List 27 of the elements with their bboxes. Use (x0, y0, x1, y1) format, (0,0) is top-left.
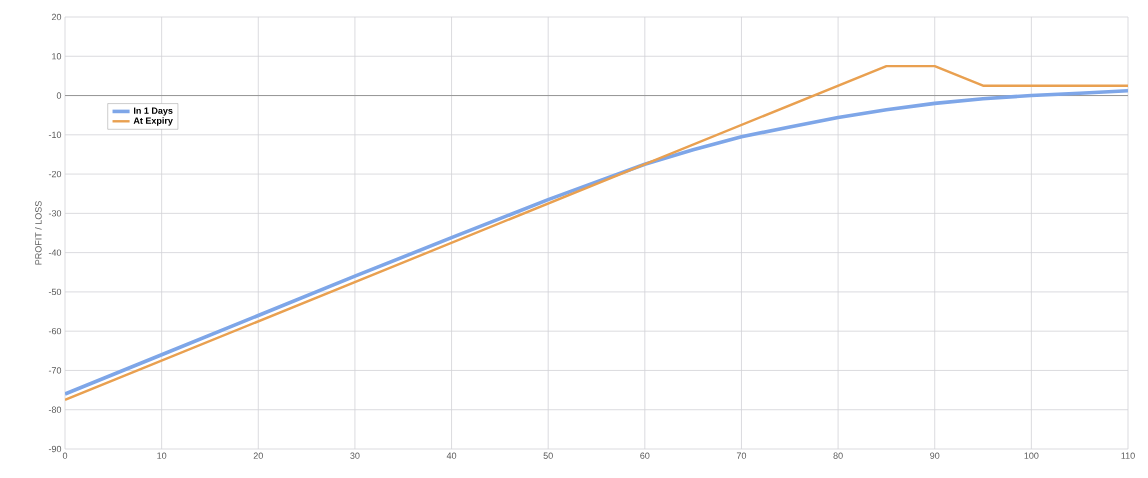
x-tick-label: 50 (543, 452, 553, 459)
y-tick-label: -60 (48, 327, 62, 335)
x-tick-label: 20 (253, 452, 263, 459)
y-tick-label: 10 (52, 53, 62, 60)
x-tick-label: 100 (1024, 452, 1039, 459)
x-tick-label: 0 (62, 452, 68, 459)
legend-label: In 1 Days (133, 107, 173, 116)
x-tick-label: 90 (930, 452, 940, 459)
y-axis-title: PROFIT / LOSS (35, 201, 42, 265)
x-tick-label: 40 (446, 452, 457, 459)
y-tick-label: -90 (48, 445, 62, 453)
x-tick-label: 60 (640, 452, 650, 459)
y-tick-label: -20 (48, 170, 62, 178)
y-tick-label: -50 (48, 288, 62, 296)
y-tick-label: -10 (48, 131, 62, 138)
y-tick-label: -30 (48, 210, 62, 217)
y-tick-label: -80 (48, 406, 62, 413)
x-tick-label: 30 (350, 452, 360, 459)
y-tick-label: -70 (48, 367, 62, 374)
y-tick-label: 0 (56, 92, 62, 99)
y-tick-label: -40 (48, 249, 62, 256)
x-tick-label: 70 (736, 452, 747, 459)
legend-label: At Expiry (133, 117, 173, 126)
x-tick-label: 80 (833, 452, 843, 459)
y-tick-label: 20 (51, 13, 62, 21)
x-tick-label: 110 (1121, 452, 1135, 459)
x-tick-label: 10 (157, 452, 167, 459)
